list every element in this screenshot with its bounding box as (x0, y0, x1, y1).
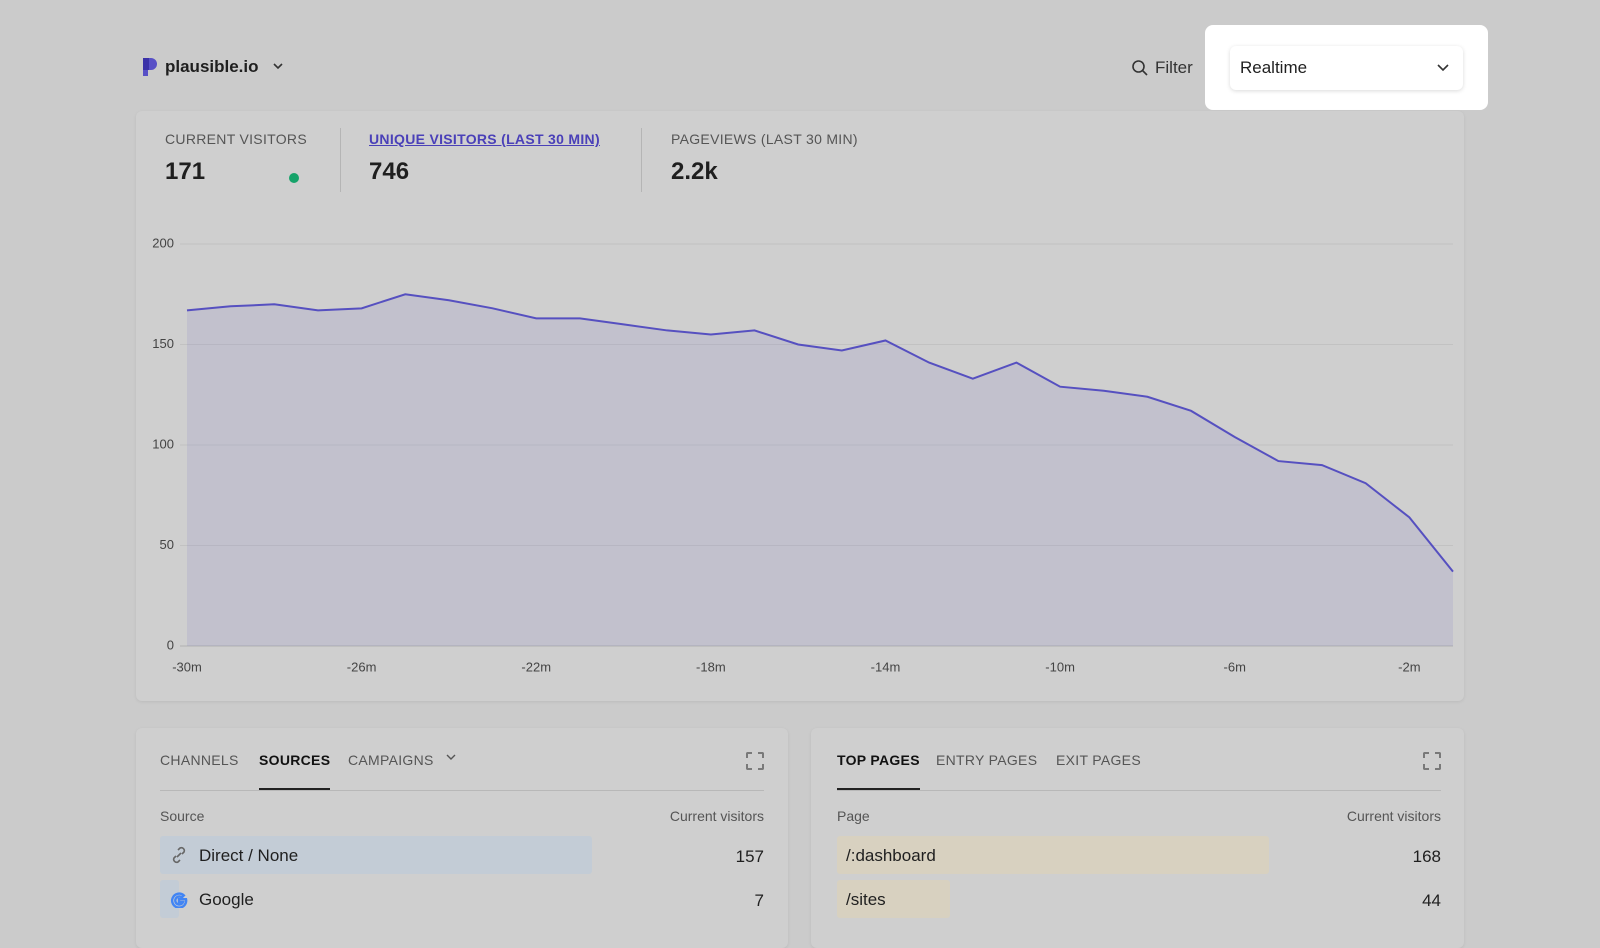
tab-underline (259, 788, 331, 791)
live-dot (289, 173, 299, 183)
column-header: Page (837, 808, 870, 824)
y-tick-label: 0 (167, 637, 174, 652)
google-icon (170, 890, 188, 909)
x-tick-label: -14m (871, 659, 901, 674)
y-tick-label: 100 (152, 436, 174, 451)
logo (143, 58, 157, 76)
stat-label[interactable]: UNIQUE VISITORS (LAST 30 MIN) (369, 131, 600, 147)
column-header: Current visitors (1346, 808, 1441, 824)
stat-value: 171 (165, 158, 206, 185)
tab[interactable]: ENTRY PAGES (936, 752, 1038, 768)
row-value: 44 (1422, 891, 1441, 910)
x-tick-label: -18m (696, 659, 726, 674)
chart: 0 50 100 150 200 -30m -26m -22m -18m -14m -10m -6m -… (152, 235, 1454, 674)
chevron (446, 752, 456, 765)
bar (160, 880, 180, 918)
y-tick-label: 200 (152, 235, 174, 250)
tab[interactable]: TOP PAGES (837, 752, 920, 768)
bar (837, 880, 951, 918)
stat-value: 746 (369, 158, 410, 185)
separator (641, 128, 642, 192)
x-tick-label: -30m (172, 659, 202, 674)
bar (837, 836, 1269, 874)
row-label[interactable]: Direct / None (199, 846, 299, 865)
y-tick-label: 50 (160, 537, 174, 552)
area-fill (187, 294, 1453, 646)
stat-label[interactable]: PAGEVIEWS (LAST 30 MIN) (671, 131, 858, 147)
period-label: Realtime (1240, 58, 1308, 77)
x-tick-label: -2m (1398, 659, 1420, 674)
row-value: 157 (735, 847, 764, 866)
site-name[interactable]: plausible.io (165, 57, 259, 76)
search-icon (1132, 60, 1148, 76)
column-header: Current visitors (669, 808, 764, 824)
period-select[interactable] (1230, 46, 1463, 90)
tab[interactable]: EXIT PAGES (1056, 752, 1141, 768)
separator (340, 128, 341, 192)
divider (837, 790, 1441, 791)
row-label[interactable]: Google (199, 890, 254, 909)
row-value: 7 (754, 891, 764, 910)
x-tick-label: -10m (1045, 659, 1075, 674)
chevron (1437, 64, 1449, 72)
stat-label[interactable]: CURRENT VISITORS (165, 131, 307, 147)
line (186, 293, 1454, 573)
expand-icon[interactable] (746, 752, 764, 770)
x-tick-label: -22m (521, 659, 551, 674)
expand-icon[interactable] (1423, 752, 1441, 770)
tab[interactable]: CHANNELS (160, 752, 239, 768)
column-header: Source (160, 808, 205, 824)
y-tick-label: 150 (152, 336, 174, 351)
chevron (273, 63, 283, 70)
stat-value: 2.2k (671, 158, 718, 185)
tab[interactable]: SOURCES (259, 752, 331, 768)
tab-underline (837, 788, 920, 791)
tab[interactable]: CAMPAIGNS (348, 752, 434, 768)
row-label[interactable]: /sites (846, 890, 886, 909)
main-card (136, 111, 1464, 701)
link-icon (170, 846, 188, 864)
row-value: 168 (1412, 847, 1441, 866)
x-tick-label: -6m (1224, 659, 1246, 674)
row-label[interactable]: /:dashboard (846, 846, 936, 865)
divider (160, 790, 764, 791)
x-tick-label: -26m (347, 659, 377, 674)
bar (160, 836, 592, 874)
filter-button[interactable]: Filter (1155, 58, 1193, 77)
